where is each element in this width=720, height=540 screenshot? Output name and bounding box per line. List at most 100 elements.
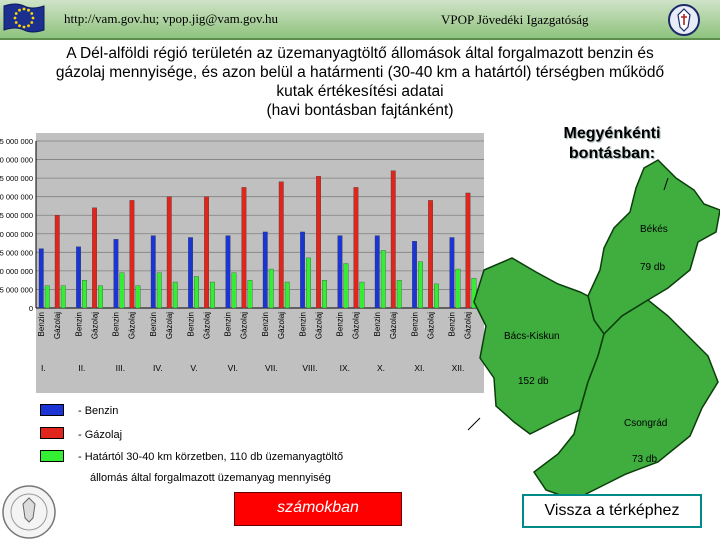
eu-star [14,12,18,15]
bar [434,283,439,309]
bar [135,285,141,309]
county-label-csongrad[interactable]: Csongrád [624,418,668,429]
bar [204,196,209,309]
x-tick-label: Benzin [186,312,195,336]
y-tick-label: 0 [29,304,33,313]
eu-star [13,16,17,20]
legend-swatch-gazolaj [40,427,64,439]
legend-swatch-benzin [40,404,64,416]
x-tick-label: Benzin [149,312,158,336]
county-breakdown-title-line: bontásban: [568,145,656,162]
bar [306,257,311,309]
month-label: II. [78,363,85,373]
legend-swatch-hatartol [40,450,64,462]
bar [343,263,349,309]
bar [412,241,417,309]
bar [82,280,87,309]
x-tick-label: Benzin [336,312,345,336]
bar [241,187,247,309]
month-label: VI. [228,363,238,373]
x-tick-label: Benzin [37,312,46,336]
x-tick-label: Benzin [373,312,382,336]
month-label: VII. [265,363,278,373]
bar [390,170,396,309]
legend-label-hatartol: - Határtól 30-40 km körzetben, 110 db üz… [78,451,344,463]
y-tick-label: 30 000 000 [0,193,33,202]
bar [449,237,455,309]
y-tick-label: 20 000 000 [0,230,33,239]
bar [44,285,50,309]
title-line: (havi bontásban fajtánként) [266,102,454,119]
bar [428,200,433,309]
bar [300,231,305,309]
bar [210,281,215,309]
organization-name: VPOP Jövedéki Igazgatóság [441,12,589,27]
customs-seal-icon [2,485,56,539]
page-title: A Dél-alföldi régió területén az üzemany… [8,44,712,120]
bar [262,231,268,309]
eu-star [18,24,21,28]
bar [380,250,386,309]
eu-star [30,12,34,15]
monthly-fuel-bar-chart: 0 5 000 000 10 000 000 15 000 000 20 000 000… [0,137,484,373]
month-label: VIII. [302,363,317,373]
eu-star [22,7,26,11]
bar [278,181,284,309]
bar [284,281,290,309]
x-tick-label: Gázolaj [314,312,323,339]
bar [113,239,119,309]
county-label-bekes[interactable]: Békés [640,224,668,235]
contact-url[interactable]: http://vam.gov.hu; vpop.jig@vam.gov.hu [64,11,278,26]
bar [129,200,135,309]
x-tick-label: Gázolaj [277,312,286,339]
month-label: IV. [153,363,163,373]
eu-star [22,25,26,29]
y-tick-label: 10 000 000 [0,267,33,276]
bar [455,268,461,309]
month-label: X. [377,363,385,373]
x-tick-label: Gázolaj [240,312,249,339]
y-tick-label: 25 000 000 [0,211,33,220]
bar [54,215,60,309]
legend-label-benzin: - Benzin [78,405,119,417]
title-line: kutak értékesítési adatai [276,83,444,100]
bar [231,272,237,309]
bar [247,280,253,309]
x-tick-label: Gázolaj [53,312,62,339]
bar [316,176,321,309]
x-tick-label: Benzin [261,312,270,336]
month-label: XII. [452,363,465,373]
bar [188,237,193,309]
customs-emblem-icon [668,4,700,36]
legend-label-gazolaj: - Gázolaj [78,429,123,441]
county-count-csongrad: 73 db [632,454,658,465]
month-label: XI. [414,363,424,373]
county-label-bacs-kiskun[interactable]: Bács-Kiskun [504,331,560,342]
bar [98,285,103,309]
month-label: IX. [340,363,350,373]
y-tick-label: 5 000 000 [0,285,33,294]
month-label: V. [190,363,197,373]
y-tick-label: 45 000 000 [0,137,33,146]
county-count-bekes: 79 db [640,262,666,273]
x-tick-label: Gázolaj [352,312,361,339]
x-tick-label: Gázolaj [90,312,99,339]
eu-star [27,24,30,28]
legend-label-hatartol-cont: állomás által forgalmazott üzemanyag men… [90,472,331,484]
eu-star [18,8,21,12]
bar [359,281,365,309]
county-breakdown-title: Megyénkénti bontásban: [548,124,676,164]
x-tick-label: Benzin [410,312,419,336]
show-numbers-button[interactable]: számokban [234,492,402,526]
bar [166,196,172,309]
bar [337,235,343,309]
bar [322,280,327,309]
back-to-map-button[interactable]: Vissza a térképhez [522,494,702,528]
x-tick-label: Gázolaj [389,312,398,339]
x-tick-label: Gázolaj [426,312,435,339]
x-tick-label: Benzin [112,312,121,336]
county-csongrad[interactable] [532,299,719,501]
y-tick-label: 35 000 000 [0,174,33,183]
bar [38,248,44,309]
y-tick-label: 15 000 000 [0,248,33,257]
